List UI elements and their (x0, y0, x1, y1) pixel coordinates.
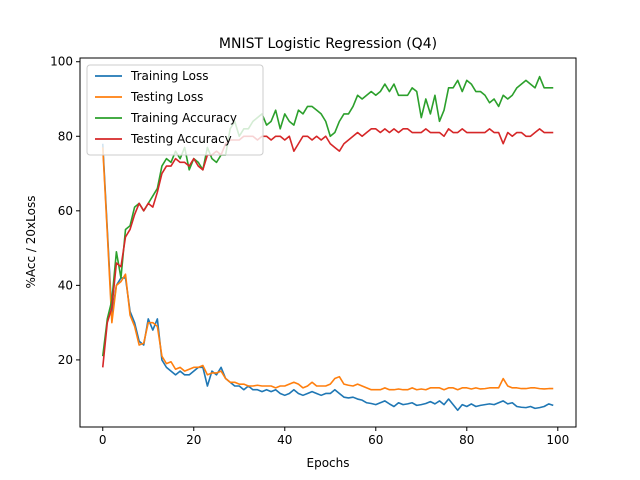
legend-label-testing-loss: Testing Loss (130, 90, 203, 104)
y-tick-label: 40 (58, 278, 73, 292)
legend-box (86, 64, 264, 156)
x-tick-label: 100 (546, 433, 569, 447)
x-tick-label: 80 (459, 433, 474, 447)
legend-label-testing-accuracy: Testing Accuracy (130, 132, 232, 146)
chart-title: MNIST Logistic Regression (Q4) (219, 36, 437, 52)
legend: Training Loss Testing Loss Training Accura… (86, 64, 264, 156)
legend-label-training-accuracy: Training Accuracy (130, 111, 237, 125)
x-axis: 0 20 40 60 80 100 (99, 427, 569, 447)
y-tick-label: 60 (58, 204, 73, 218)
x-tick-label: 20 (186, 433, 201, 447)
series-line-testing-accuracy (101, 128, 554, 368)
y-axis-label: %Acc / 20xLoss (24, 196, 38, 289)
x-tick-label: 40 (277, 433, 292, 447)
x-tick-label: 0 (99, 433, 107, 447)
series-line-testing-loss (101, 147, 554, 391)
axes-frame (79, 57, 577, 428)
legend-label-training-loss: Training Loss (130, 69, 208, 83)
y-tick-label: 20 (58, 353, 73, 367)
x-axis-label: Epochs (307, 456, 350, 470)
series-line-training-loss (101, 143, 554, 412)
y-tick-label: 100 (50, 55, 73, 69)
y-axis: 20 40 60 80 100 (50, 55, 80, 367)
x-tick-label: 60 (368, 433, 383, 447)
y-tick-label: 80 (58, 129, 73, 143)
